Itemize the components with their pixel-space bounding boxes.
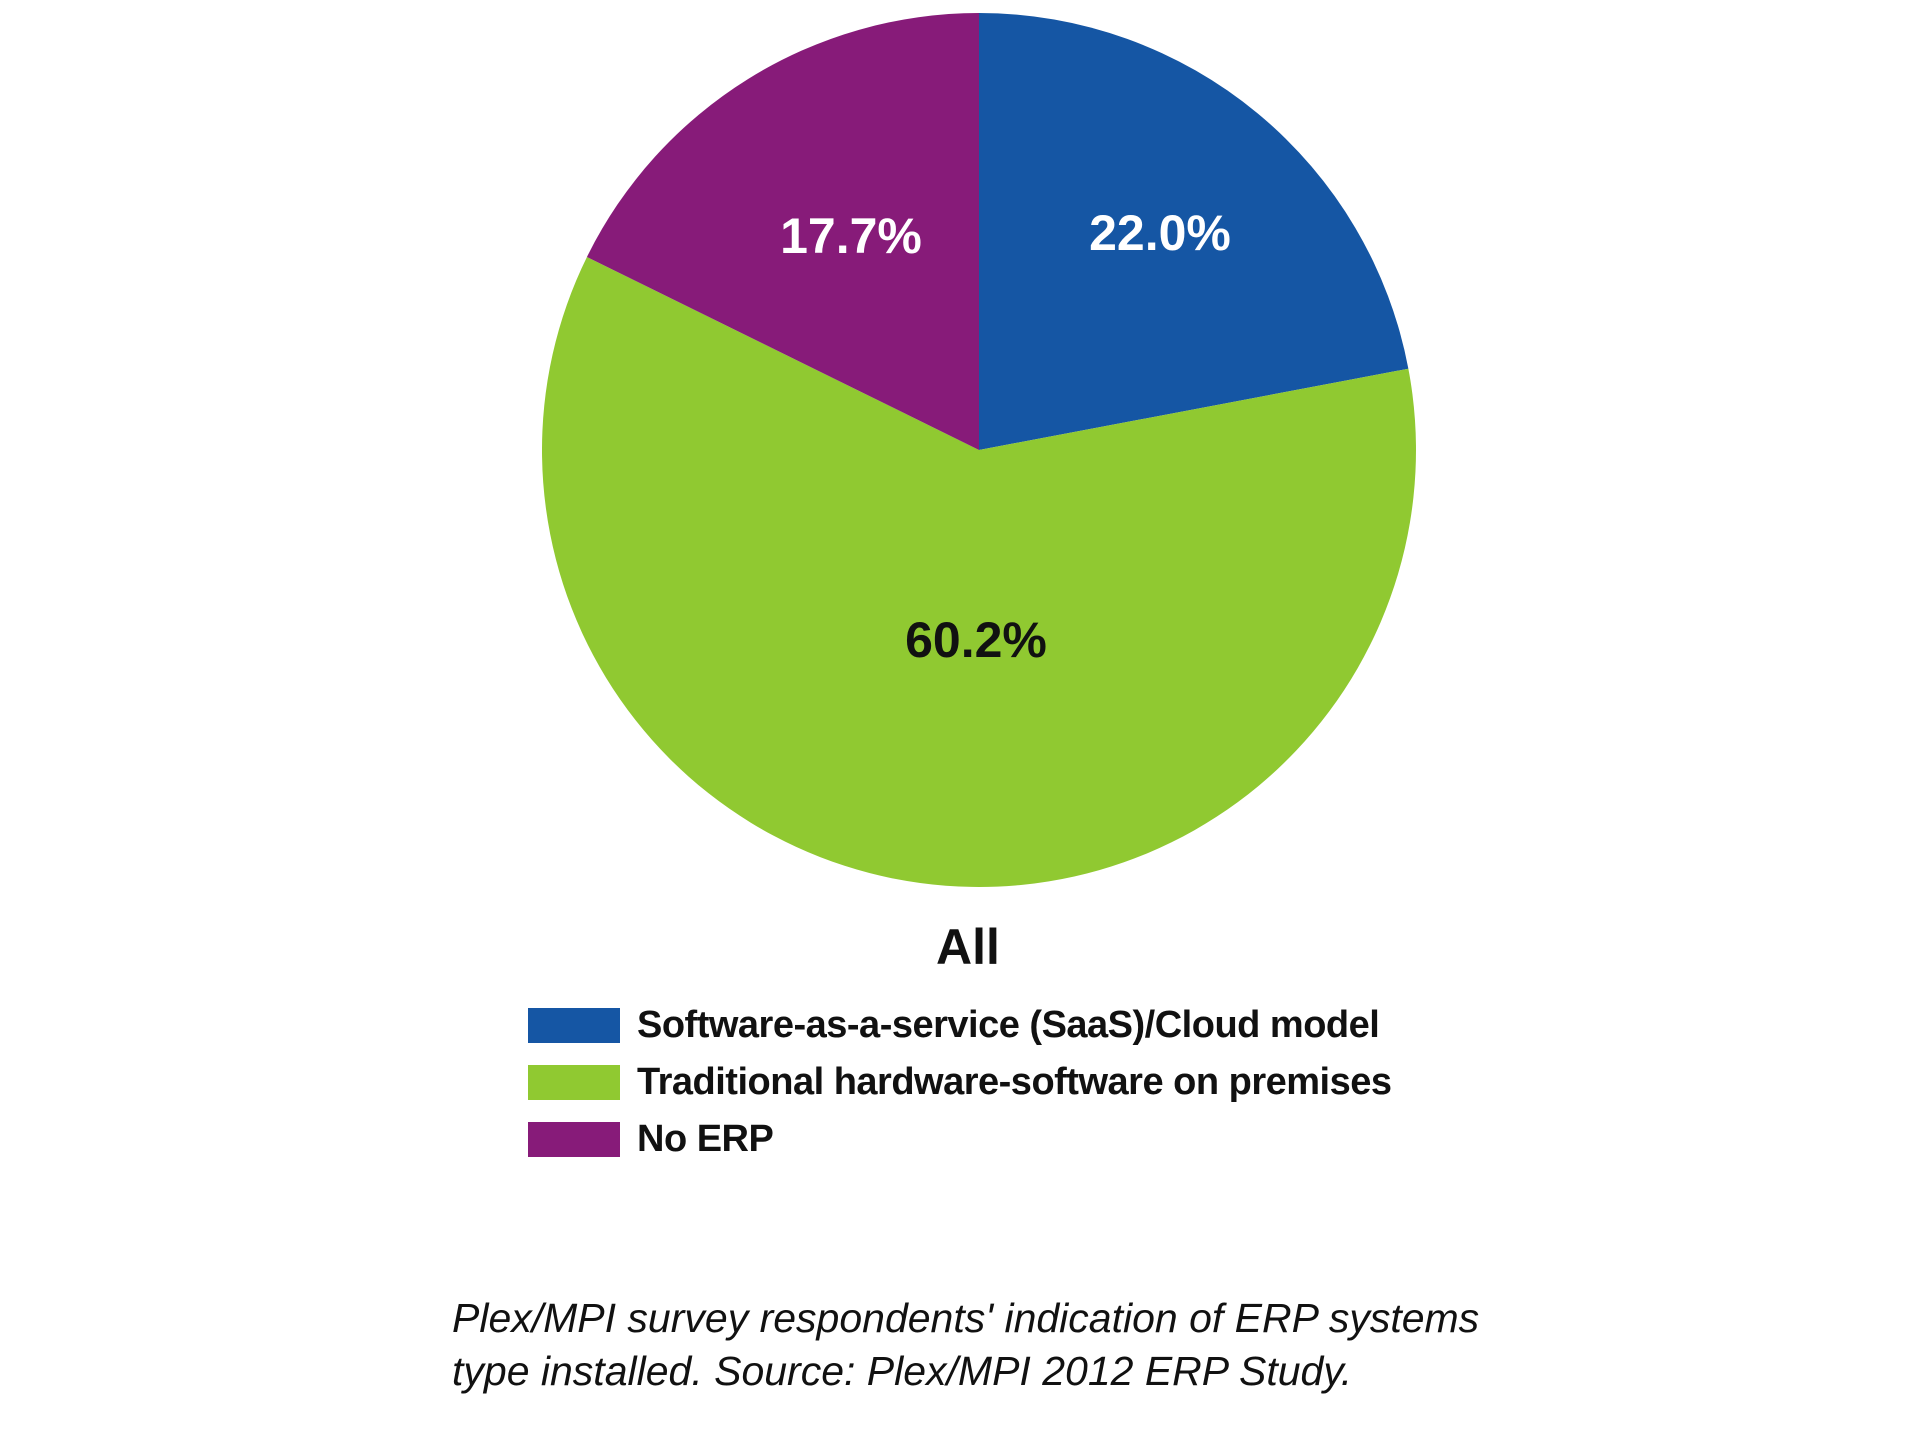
figure-caption: Plex/MPI survey respondents' indication … [452, 1292, 1479, 1398]
pie-slice-0 [979, 13, 1409, 450]
figure-caption-line-1: Plex/MPI survey respondents' indication … [452, 1295, 1480, 1341]
pie-slice-2 [586, 13, 979, 450]
legend-swatch-no-erp [528, 1122, 620, 1157]
figure-caption-line-2: type installed. Source: Plex/MPI 2012 ER… [452, 1348, 1353, 1394]
legend-label-saas: Software-as-a-service (SaaS)/Cloud model [637, 1004, 1380, 1046]
legend-swatch-traditional [528, 1065, 620, 1100]
pie-slice-1 [542, 256, 1416, 887]
legend-item-saas: Software-as-a-service (SaaS)/Cloud model [528, 1004, 1392, 1046]
legend-swatch-saas [528, 1008, 620, 1043]
legend: Software-as-a-service (SaaS)/Cloud model… [528, 1004, 1392, 1179]
legend-item-traditional: Traditional hardware-software on premise… [528, 1061, 1392, 1103]
pie-slice-label-traditional: 60.2% [905, 612, 1047, 668]
legend-item-no-erp: No ERP [528, 1118, 1392, 1160]
legend-label-traditional: Traditional hardware-software on premise… [637, 1061, 1392, 1103]
pie-slice-label-no-erp: 17.7% [780, 208, 922, 264]
pie-group-label: All [936, 919, 1000, 975]
pie-chart [542, 13, 1416, 887]
pie-slice-label-saas: 22.0% [1089, 205, 1231, 261]
legend-label-no-erp: No ERP [637, 1118, 774, 1160]
